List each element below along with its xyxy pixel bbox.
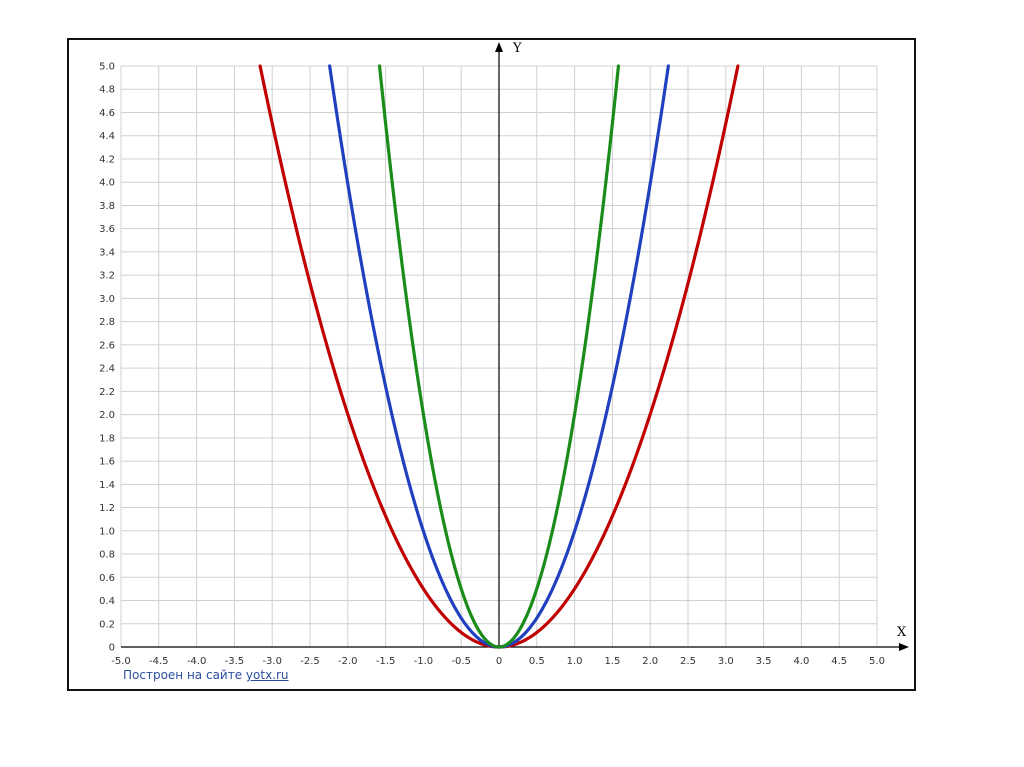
y-tick-label: 2.4	[99, 364, 115, 375]
x-tick-label: 2.5	[680, 656, 696, 667]
y-tick-label: 4.4	[99, 131, 115, 142]
axes	[121, 42, 909, 651]
y-tick-label: 3.6	[99, 224, 115, 235]
x-axis-label: X	[897, 625, 907, 640]
x-tick-label: -5.0	[111, 656, 131, 667]
y-tick-label: 2.0	[99, 410, 115, 421]
x-axis-arrow	[899, 643, 909, 651]
x-tick-label: -2.5	[300, 656, 320, 667]
y-tick-label: 1.6	[99, 457, 115, 468]
x-tick-label: 0.5	[529, 656, 545, 667]
y-tick-label: 1.0	[99, 526, 115, 537]
y-tick-label: 2.8	[99, 317, 115, 328]
tick-labels: -5.0 -4.5 -4.0 -3.5 -3.0 -2.5 -2.0 -1.5 -1.0 -0.5…	[99, 62, 885, 668]
y-tick-label: 3.4	[99, 247, 115, 258]
x-tick-label: -1.5	[376, 656, 396, 667]
series-line-3	[377, 64, 621, 649]
y-tick-label: 3.0	[99, 294, 115, 305]
x-tick-label: 5.0	[869, 656, 885, 667]
x-tick-label: -1.0	[414, 656, 434, 667]
x-tick-label: 4.5	[831, 656, 847, 667]
y-tick-label: 2.2	[99, 387, 115, 398]
y-tick-label: 4.8	[99, 85, 115, 96]
x-tick-label: 1.0	[567, 656, 583, 667]
x-tick-label: 2.0	[642, 656, 658, 667]
x-tick-label: 1.5	[604, 656, 620, 667]
y-tick-label: 3.2	[99, 271, 115, 282]
x-tick-label: -2.0	[338, 656, 358, 667]
x-tick-label: 0	[496, 656, 502, 667]
y-tick-label: 0	[109, 643, 115, 654]
y-axis-arrow	[495, 42, 503, 52]
x-tick-label: 3.0	[718, 656, 734, 667]
credit-prefix: Построен на сайте	[123, 668, 243, 682]
credit-line: Построен на сайте yotx.ru	[123, 668, 289, 682]
x-tick-label: -0.5	[451, 656, 471, 667]
y-tick-label: 5.0	[99, 62, 115, 73]
y-tick-label: 1.8	[99, 433, 115, 444]
y-tick-label: 0.6	[99, 573, 115, 584]
y-tick-label: 0.4	[99, 596, 115, 607]
x-tick-label: -3.5	[225, 656, 245, 667]
y-tick-label: 0.8	[99, 550, 115, 561]
chart-frame	[67, 38, 916, 691]
y-tick-label: 1.4	[99, 480, 115, 491]
y-tick-label: 4.6	[99, 108, 115, 119]
y-tick-label: 3.8	[99, 201, 115, 212]
y-tick-label: 0.2	[99, 619, 115, 630]
x-tick-label: -4.0	[187, 656, 207, 667]
credit-link[interactable]: yotx.ru	[245, 668, 289, 682]
y-tick-label: 4.2	[99, 154, 115, 165]
x-tick-label: -4.5	[149, 656, 169, 667]
y-tick-label: 2.6	[99, 340, 115, 351]
y-tick-label: 1.2	[99, 503, 115, 514]
series-lines	[258, 64, 740, 649]
y-tick-label: 4.0	[99, 178, 115, 189]
y-axis-label: Y	[512, 41, 522, 56]
x-tick-label: -3.0	[262, 656, 282, 667]
x-tick-label: 3.5	[756, 656, 772, 667]
x-tick-label: 4.0	[793, 656, 809, 667]
